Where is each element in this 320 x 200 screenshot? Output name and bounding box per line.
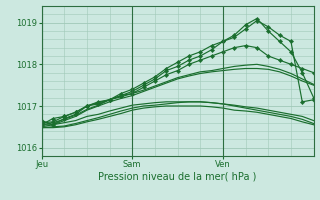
X-axis label: Pression niveau de la mer( hPa ): Pression niveau de la mer( hPa ) (99, 172, 257, 182)
